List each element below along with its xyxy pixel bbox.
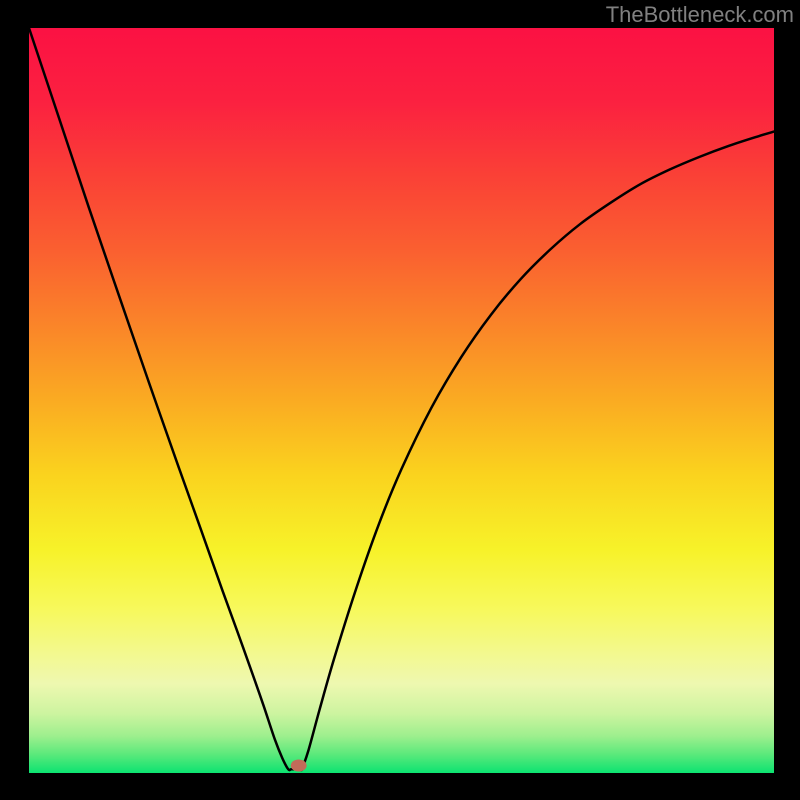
chart-canvas: TheBottleneck.com (0, 0, 800, 800)
gradient-background (29, 28, 774, 773)
chart-svg (0, 0, 800, 800)
watermark-text: TheBottleneck.com (606, 2, 794, 28)
minimum-marker (291, 760, 307, 772)
